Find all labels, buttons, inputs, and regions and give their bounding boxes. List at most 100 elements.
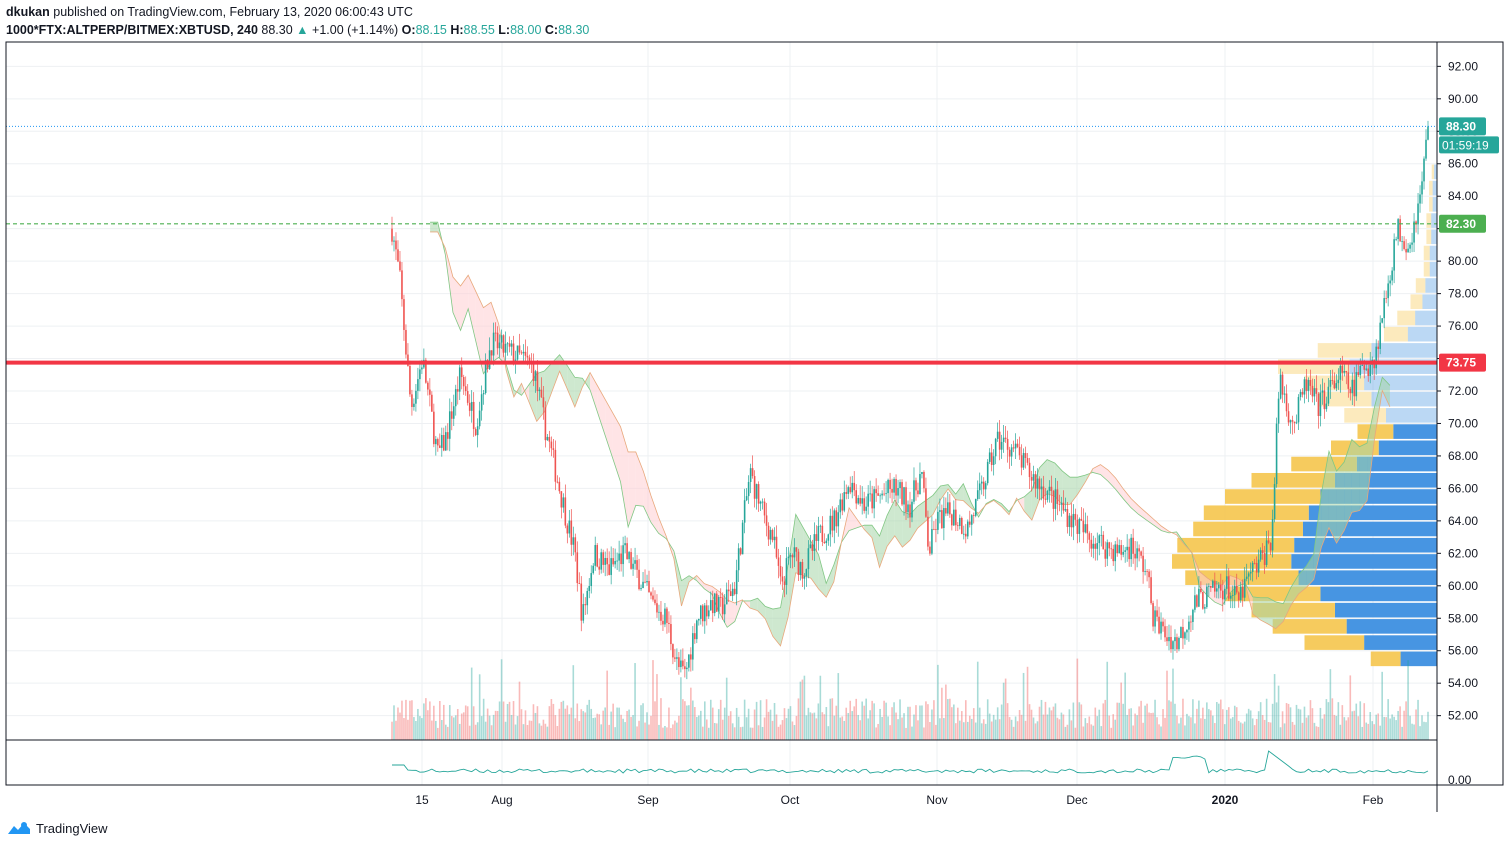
volume-bar: [1419, 726, 1421, 740]
candle-body: [628, 552, 630, 560]
volume-bar: [751, 727, 754, 740]
publish-info: dkukan published on TradingView.com, Feb…: [6, 4, 413, 20]
y-tick-label: 52.00: [1448, 709, 1478, 723]
cloud-segment: [902, 511, 910, 548]
candle-body: [1271, 519, 1274, 551]
candle-body: [433, 411, 435, 445]
volume-bar: [1034, 723, 1037, 740]
volume-bar: [1056, 717, 1059, 740]
last-price-label: 88.30: [1446, 119, 1476, 133]
candle-body: [1178, 637, 1180, 650]
time-axis[interactable]: 15 Aug Sep Oct Nov Dec 2020 Feb: [415, 793, 1383, 807]
candle-body: [694, 633, 696, 640]
candle-body: [897, 488, 899, 496]
candle-body: [1381, 318, 1383, 323]
author-name[interactable]: dkukan: [6, 5, 50, 19]
vp-bar-up: [1432, 180, 1437, 196]
volume-bar: [504, 721, 507, 740]
volume-bar: [650, 715, 652, 740]
candle-body: [1206, 586, 1208, 608]
candle-body: [395, 240, 397, 250]
volume-bar: [1403, 710, 1405, 740]
volume-bar: [446, 726, 449, 740]
resistance-price-label: 73.75: [1446, 356, 1476, 370]
candle-body: [889, 479, 891, 490]
vp-bar-down: [1384, 326, 1408, 342]
cloud-segment: [826, 564, 834, 598]
volume-bar: [1273, 674, 1276, 740]
candle-body: [1317, 393, 1320, 417]
vp-bar-up: [1356, 456, 1437, 472]
volume-bar: [642, 703, 644, 740]
volume-bar: [596, 713, 599, 740]
volume-bar: [893, 702, 895, 740]
candle-body: [1335, 383, 1338, 389]
volume-bar: [1220, 699, 1222, 740]
volume-bar: [1347, 717, 1350, 740]
candle-body: [1245, 576, 1248, 579]
price-labels: 88.30 01:59:19 82.30 73.75: [1439, 117, 1499, 372]
volume-bar: [1216, 702, 1218, 740]
candle-body: [618, 553, 620, 561]
volume-bar: [466, 706, 469, 740]
candle-body: [992, 456, 995, 465]
candle-body: [819, 525, 822, 527]
tradingview-logo[interactable]: TradingView: [6, 820, 108, 836]
volume-bar: [1150, 713, 1152, 740]
candle-body: [1142, 555, 1144, 572]
candle-body: [717, 597, 720, 612]
price-chart[interactable]: 92.0090.0088.0086.0084.0082.0080.0078.00…: [0, 0, 1509, 815]
candle-body: [1070, 515, 1073, 528]
horizontal-lines[interactable]: [6, 125, 1437, 365]
candle-body: [1010, 447, 1013, 457]
cloud-segment: [544, 362, 552, 412]
volume-bar: [964, 700, 967, 740]
volume-bar: [624, 722, 626, 740]
candle-body: [943, 508, 945, 529]
candle-body: [1090, 539, 1093, 549]
volume-bar: [460, 713, 463, 740]
candle-body: [931, 528, 933, 554]
candle-body: [1088, 533, 1091, 540]
volume-bar: [1008, 717, 1011, 740]
candle-body: [757, 484, 760, 504]
volume-bar: [978, 707, 981, 740]
volume-bar: [1022, 672, 1025, 740]
volume-bar: [1092, 725, 1095, 740]
vp-bar-up: [1364, 635, 1437, 650]
volume-bar: [895, 712, 897, 740]
volume-bar: [803, 675, 806, 740]
volume-bar: [1313, 722, 1316, 740]
candle-body: [1323, 390, 1326, 410]
cloud-segment: [1306, 554, 1314, 588]
vp-bar-down: [1429, 180, 1433, 196]
volume-bar: [1074, 727, 1077, 740]
candlestick-series: [391, 120, 1429, 680]
volume-bar: [1070, 720, 1073, 740]
published-text: published on TradingView.com, February 1…: [53, 5, 413, 19]
candle-body: [1249, 571, 1252, 574]
volume-bar: [1325, 699, 1328, 740]
candle-body: [1044, 498, 1047, 500]
volume-bar: [1110, 727, 1113, 740]
resistance-price-label-bg: [1439, 353, 1486, 372]
candle-body: [1190, 621, 1192, 623]
price-axis[interactable]: 92.0090.0088.0086.0084.0082.0080.0078.00…: [1437, 59, 1478, 787]
candle-body: [731, 588, 734, 596]
candle-body: [650, 592, 652, 596]
volume-bar: [974, 722, 977, 740]
candle-body: [1357, 372, 1360, 376]
symbol-title[interactable]: 1000*FTX:ALTPERP/BITMEX:XBTUSD, 240: [6, 23, 258, 37]
candle-body: [843, 492, 846, 511]
candle-body: [1377, 346, 1379, 349]
volume-bar: [512, 701, 515, 740]
candle-body: [1401, 241, 1403, 242]
volume-bar: [450, 716, 453, 740]
candle-body: [1180, 627, 1182, 638]
volume-bar: [552, 703, 555, 740]
candle-body: [841, 499, 844, 511]
candle-body: [1128, 546, 1130, 560]
cloud-segment: [651, 495, 659, 534]
open-value: 88.15: [415, 23, 447, 37]
candle-body: [446, 432, 449, 439]
